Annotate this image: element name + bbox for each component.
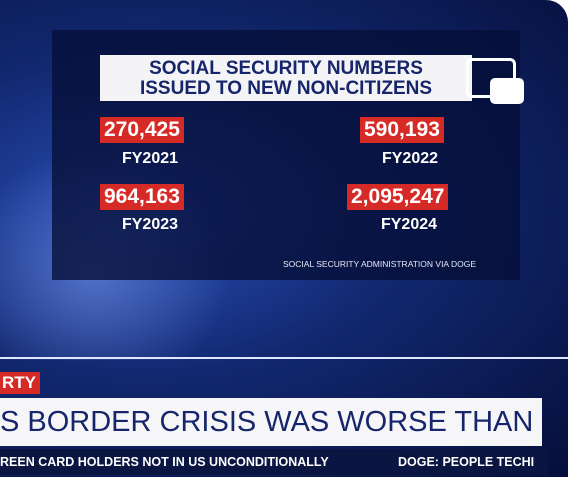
- stat-label: FY2022: [381, 150, 439, 167]
- source-note: SOCIAL SECURITY ADMINISTRATION VIA DOGE: [283, 259, 477, 269]
- pip-icon-inner: [490, 78, 524, 104]
- stat-label: FY2021: [121, 150, 179, 167]
- ticker: REEN CARD HOLDERS NOT IN US UNCONDITIONA…: [0, 449, 548, 475]
- stat-label: FY2024: [380, 216, 438, 233]
- stat-value: 270,425: [100, 117, 184, 143]
- ticker-item: REEN CARD HOLDERS NOT IN US UNCONDITIONA…: [0, 455, 329, 469]
- stat-value: 590,193: [360, 117, 444, 143]
- ticker-item: DOGE: PEOPLE TECHI: [398, 455, 535, 469]
- graphic-title: SOCIAL SECURITY NUMBERS ISSUED TO NEW NO…: [100, 55, 472, 101]
- video-frame: SOCIAL SECURITY NUMBERS ISSUED TO NEW NO…: [0, 0, 568, 477]
- stat-label: FY2023: [121, 216, 179, 233]
- section-tag: RTY: [0, 372, 40, 394]
- stat-value: 2,095,247: [347, 184, 449, 210]
- title-line: ISSUED TO NEW NON-CITIZENS: [139, 78, 433, 99]
- title-line: SOCIAL SECURITY NUMBERS: [149, 58, 423, 79]
- headline: S BORDER CRISIS WAS WORSE THAN EXPECTED: [0, 398, 542, 446]
- divider: [0, 357, 568, 359]
- stat-value: 964,163: [100, 184, 184, 210]
